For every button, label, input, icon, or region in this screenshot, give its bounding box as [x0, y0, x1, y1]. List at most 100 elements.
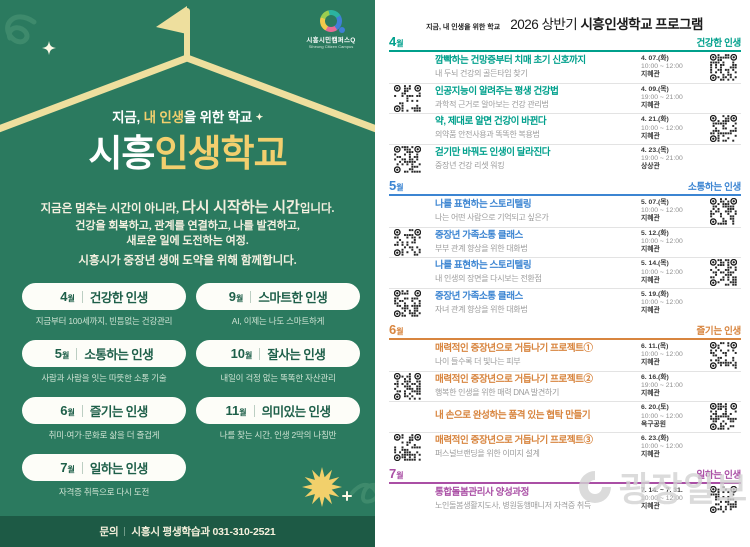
pill-divider	[250, 290, 252, 303]
pill-month-number: 9월	[228, 289, 244, 304]
program-sections: 4월 건강한 인생 깜빡하는 건망증부터 치매 초기 신호까지 내 두뇌 건강의 골든…	[389, 34, 741, 519]
program-date: 6. 20.(토)	[641, 404, 669, 412]
program-schedule-info: 7. 14. ~ 7. 31. 10:00 ~ 12:00 지혜관	[641, 487, 705, 512]
intro-line1-end: 입니다.	[299, 203, 335, 215]
pill-label: 즐기는 인생	[89, 405, 148, 419]
month-pill-4: 4월 건강한 인생	[22, 283, 186, 310]
program-row: 깜빡하는 건망증부터 치매 초기 신호까지 내 두뇌 건강의 골든타임 찾기 4. …	[389, 52, 741, 83]
program-date: 5. 14.(목)	[641, 260, 669, 268]
section-month-suffix: 월	[396, 471, 404, 480]
pill-month-suffix: 월	[67, 408, 75, 417]
program-subtitle-text: 부부 관계 향상을 위한 대화법	[435, 243, 528, 253]
program-row-text: 통합돌봄관리사 양성과정 노인돌봄생활지도사, 병원동행매니저 자격증 취득	[425, 486, 641, 511]
program-schedule-info: 5. 07.(목) 10:00 ~ 12:00 지혜관	[641, 199, 705, 224]
program-row-text: 내 손으로 완성하는 품격 있는 협탁 만들기	[425, 410, 641, 422]
program-schedule-panel: 지금, 내 인생을 위한 학교 2026 상반기 시흥인생학교 프로그램 4월 건…	[375, 0, 750, 547]
month-pill-10: 10월 잘사는 인생	[196, 340, 360, 367]
pill-description: AI, 이제는 나도 스마트하게	[231, 316, 325, 326]
program-title-text: 약, 제대로 알면 건강이 바뀐다	[435, 116, 547, 128]
section-month-label: 4월	[389, 34, 404, 49]
pill-month-number: 6월	[60, 403, 75, 418]
section-header-7: 7월 일하는 인생	[389, 466, 741, 484]
program-schedule-info: 4. 23.(목) 19:00 ~ 21:00 상상관	[641, 147, 705, 172]
footer-contact-text: 시흥시 평생학습과 031-310-2521	[131, 526, 276, 538]
month-pill-9: 9월 스마트한 인생	[196, 283, 360, 310]
program-time: 10:00 ~ 12:00	[641, 412, 683, 420]
qr-code-icon	[389, 433, 425, 461]
section-category-label: 일하는 인생	[696, 470, 741, 481]
program-title-text: 걷기만 바꿔도 인생이 달라진다	[435, 146, 551, 158]
program-subtitle-text: 과학적 근거로 알아보는 건강 관리법	[435, 99, 549, 109]
pill-description: 나를 찾는 시간, 인생 2막의 나침반	[219, 430, 337, 440]
qr-code-icon	[389, 228, 425, 256]
logo-name: 시흥시민캠퍼스Q	[306, 37, 356, 44]
program-schedule-info: 6. 16.(화) 19:00 ~ 21:00 지혜관	[641, 374, 705, 399]
program-row-text: 나를 표현하는 스토리텔링 내 인생의 장면을 다시보는 전환점	[425, 260, 641, 284]
pill-description: 사람과 사람을 잇는 따뜻한 소통 기술	[41, 373, 167, 383]
campus-q-icon	[320, 10, 345, 33]
program-title-text: 매력적인 중장년으로 거듭나기 프로젝트③	[435, 434, 593, 446]
qr-code-icon	[705, 341, 741, 369]
program-schedule-info: 4. 07.(화) 10:00 ~ 12:00 지혜관	[641, 55, 705, 80]
program-title-text: 나를 표현하는 스토리텔링	[435, 198, 532, 210]
intro-line1-normal: 지금은 멈추는 시간이 아니라,	[40, 203, 182, 215]
pill-divider	[81, 290, 83, 303]
qr-code-icon	[705, 259, 741, 287]
section-category-label: 즐기는 인생	[696, 326, 741, 337]
program-row: 매력적인 중장년으로 거듭나기 프로젝트② 행복한 인생을 위한 매력 DNA 발…	[389, 370, 741, 402]
program-time: 10:00 ~ 12:00	[641, 207, 683, 215]
program-subtitle-text: 나는 어떤 사람으로 기억되고 싶은가	[435, 212, 549, 222]
qr-code-icon	[705, 115, 741, 143]
program-time: 19:00 ~ 21:00	[641, 94, 683, 102]
program-subtitle-text: 자녀 관계 향상을 위한 대화법	[435, 304, 528, 314]
qr-code-icon	[389, 372, 425, 400]
program-tagline: 지금, 내 인생을 위한 학교	[426, 24, 501, 31]
pill-label: 의미있는 인생	[261, 405, 331, 419]
program-section-month-5: 5월 소통하는 인생 나를 표현하는 스토리텔링 나는 어떤 사람으로 기억되고 싶은…	[389, 178, 741, 318]
pill-month-suffix: 월	[67, 294, 75, 303]
program-row: 나를 표현하는 스토리텔링 내 인생의 장면을 다시보는 전환점 5. 14.(목)…	[389, 257, 741, 288]
month-pill-7: 7월 일하는 인생	[22, 454, 186, 481]
program-time: 10:00 ~ 12:00	[641, 443, 683, 451]
program-row: 약, 제대로 알면 건강이 바뀐다 의약품 안전사용과 똑똑한 복용법 4. 21.…	[389, 113, 741, 144]
program-title-text: 인공지능이 알려주는 평생 건강법	[435, 85, 559, 97]
month-pill-cell-5: 5월 소통하는 인생 사람과 사람을 잇는 따뜻한 소통 기술	[22, 340, 186, 384]
siheung-citizen-campus-logo: 시흥시민캠퍼스Q Siheung Citizen Campus	[299, 10, 363, 49]
program-schedule-info: 6. 11.(목) 10:00 ~ 12:00 지혜관	[641, 343, 705, 368]
pill-description: 취미·여가·문화로 삶을 더 즐겁게	[48, 430, 160, 440]
pill-month-suffix: 월	[245, 351, 253, 360]
program-schedule-info: 6. 23.(화) 10:00 ~ 12:00 지혜관	[641, 435, 705, 460]
pill-month-suffix: 월	[239, 408, 247, 417]
program-time: 10:00 ~ 12:00	[641, 124, 683, 132]
qr-code-icon	[389, 145, 425, 173]
month-pill-cell-9: 9월 스마트한 인생 AI, 이제는 나도 스마트하게	[196, 283, 360, 327]
program-date: 5. 07.(목)	[641, 198, 669, 206]
program-row: 매력적인 중장년으로 거듭나기 프로젝트③ 퍼스널브랜딩을 위한 이미지 설계 6.…	[389, 431, 741, 463]
program-time: 10:00 ~ 12:00	[641, 268, 683, 276]
program-subtitle-text: 중장년 건강 리셋 워킹	[435, 160, 505, 170]
program-place: 지혜관	[641, 102, 660, 110]
program-schedule-info: 5. 12.(화) 10:00 ~ 12:00 지혜관	[641, 230, 705, 255]
program-section-month-4: 4월 건강한 인생 깜빡하는 건망증부터 치매 초기 신호까지 내 두뇌 건강의 골든…	[389, 34, 741, 174]
program-title-regular: 2026 상반기	[510, 17, 581, 32]
program-place: 옥구공원	[641, 420, 667, 428]
section-header-4: 4월 건강한 인생	[389, 34, 741, 52]
program-subtitle-text: 나이 들수록 더 빛나는 피부	[435, 356, 521, 366]
program-date: 7. 14. ~ 7. 31.	[641, 486, 683, 494]
pill-month-number: 11월	[225, 403, 247, 418]
section-month-suffix: 월	[396, 183, 404, 192]
program-date: 4. 23.(목)	[641, 146, 669, 154]
program-header: 지금, 내 인생을 위한 학교 2026 상반기 시흥인생학교 프로그램	[387, 13, 742, 33]
pill-description: 지금부터 100세까지, 빈틈없는 건강관리	[35, 316, 173, 326]
program-row-text: 깜빡하는 건망증부터 치매 초기 신호까지 내 두뇌 건강의 골든타임 찾기	[425, 55, 641, 79]
program-title-text: 통합돌봄관리사 양성과정	[435, 486, 529, 498]
intro-line3-text: 새로운 일에 도전하는 여정.	[126, 235, 249, 248]
program-subtitle-text: 내 두뇌 건강의 골든타임 찾기	[435, 68, 528, 78]
qr-code-icon	[705, 485, 741, 513]
intro-line2-text: 건강을 회복하고, 관계를 연결하고, 나를 발견하고,	[75, 220, 300, 232]
qr-code-icon	[389, 289, 425, 317]
